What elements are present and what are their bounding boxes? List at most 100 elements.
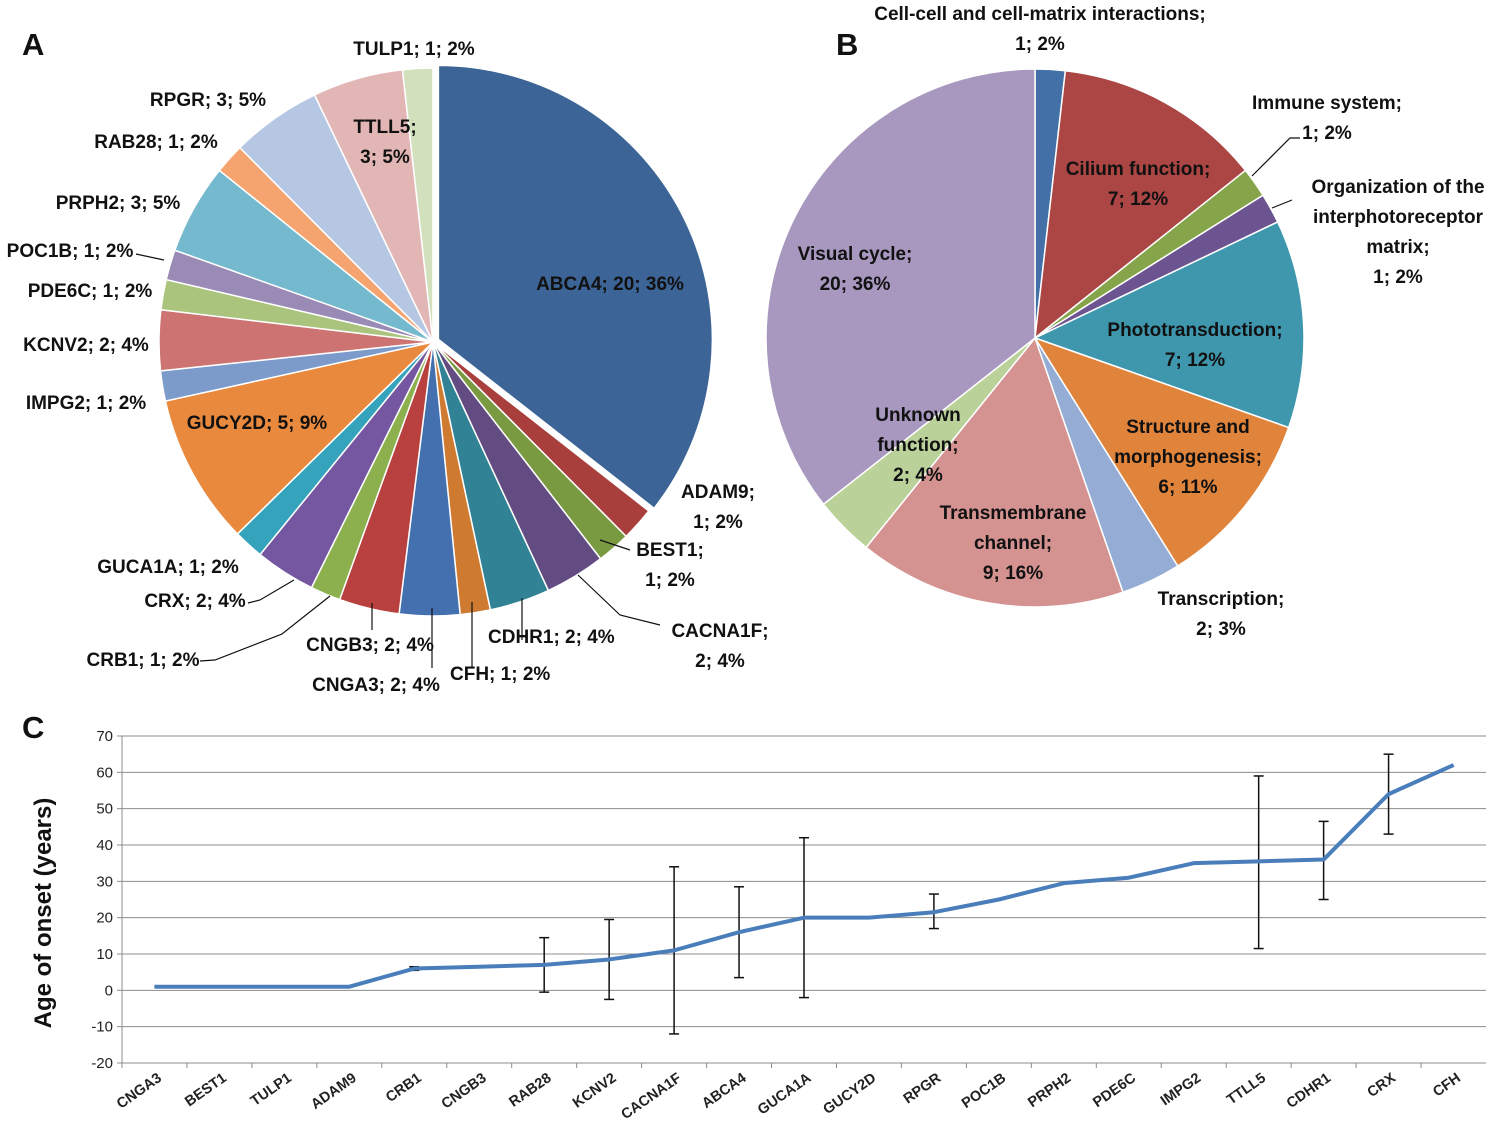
pie-a-leader-lines xyxy=(135,253,661,668)
x-axis-categories: CNGA3 BEST1 TULP1 ADAM9 CRB1 CNGB3 RAB28 KCNV2 C… xyxy=(114,1063,1464,1123)
pie-a-label-tulp1: TULP1; 1; 2% xyxy=(353,39,475,60)
error-bars xyxy=(409,753,1394,1035)
data-point-cacna1f xyxy=(673,949,675,951)
data-point-crb1 xyxy=(413,968,415,970)
pie-b-label-structure-and-morphogenesis: Structure and morphogenesis; 6; 11% xyxy=(1114,417,1262,498)
data-point-adam9 xyxy=(348,986,350,988)
data-point-best1 xyxy=(218,986,220,988)
x-tick-label-ttll5: TTLL5 xyxy=(1224,1070,1269,1108)
pie-a-label-ttll5: TTLL5; 3; 5% xyxy=(353,117,416,168)
pie-a-labels: ABCA4; 20; 36% ADAM9; 1; 2% BEST1; 1; 2% CACN… xyxy=(7,39,769,696)
x-tick-label-best1: BEST1 xyxy=(182,1070,229,1110)
y-tick-label: 0 xyxy=(105,982,113,999)
x-tick-label-rpgr: RPGR xyxy=(901,1070,945,1107)
x-tick-label-gucy2d: GUCY2D xyxy=(821,1070,880,1118)
x-tick-label-crb1: CRB1 xyxy=(383,1070,425,1106)
y-tick-label: -20 xyxy=(91,1055,113,1072)
y-axis-ticks: -20 -10 0 10 20 30 40 50 60 70 xyxy=(91,728,122,1072)
x-tick-label-cfh: CFH xyxy=(1430,1070,1464,1100)
pie-b-label-cilium-function: Cilium function; 7; 12% xyxy=(1066,159,1211,210)
pie-slice-tulp1 xyxy=(401,67,434,343)
y-tick-label: -10 xyxy=(91,1019,113,1036)
x-tick-label-cnga3: CNGA3 xyxy=(114,1070,165,1112)
x-tick-label-adam9: ADAM9 xyxy=(308,1070,359,1113)
data-point-cdhr1 xyxy=(1323,859,1325,861)
x-tick-label-prph2: PRPH2 xyxy=(1025,1070,1074,1111)
x-tick-label-tulp1: TULP1 xyxy=(248,1070,295,1109)
pie-a-label-adam9: ADAM9; 1; 2% xyxy=(681,482,755,533)
x-tick-label-rab28: RAB28 xyxy=(506,1070,554,1110)
pie-a-label-pde6c: PDE6C; 1; 2% xyxy=(28,281,153,302)
x-tick-label-cdhr1: CDHR1 xyxy=(1284,1070,1334,1112)
pie-a-label-guca1a: GUCA1A; 1; 2% xyxy=(97,557,239,578)
pie-a-label-abca4: ABCA4; 20; 36% xyxy=(536,274,684,295)
leader-line-organization-of-the-interphotoreceptor-matrix xyxy=(1271,199,1293,209)
leader-line-poc1b xyxy=(135,253,165,261)
x-tick-label-abca4: ABCA4 xyxy=(699,1070,749,1112)
pie-a-label-prph2: PRPH2; 3; 5% xyxy=(56,193,181,214)
pie-b-label-cell-cell-and-cell-matrix-interactions: Cell-cell and cell-matrix interactions; 1… xyxy=(874,4,1206,55)
data-point-rab28 xyxy=(543,964,545,966)
x-tick-label-crx: CRX xyxy=(1365,1070,1400,1101)
leader-line-cacna1f xyxy=(577,574,661,626)
data-point-tulp1 xyxy=(283,986,285,988)
pie-a-label-cnga3: CNGA3; 2; 4% xyxy=(312,675,440,696)
pie-a-label-best1: BEST1; 1; 2% xyxy=(636,540,704,591)
pie-a-label-crx: CRX; 2; 4% xyxy=(144,591,245,612)
x-tick-label-cngb3: CNGB3 xyxy=(439,1070,490,1112)
data-point-cngb3 xyxy=(478,966,480,968)
data-point-gucy2d xyxy=(868,917,870,919)
pie-chart-genes xyxy=(158,64,714,617)
pie-a-label-rab28: RAB28; 1; 2% xyxy=(94,132,218,153)
data-point-impg2 xyxy=(1193,862,1195,864)
panel-letter-c: C xyxy=(22,710,44,745)
data-point-prph2 xyxy=(1063,882,1065,884)
y-tick-label: 30 xyxy=(96,873,113,890)
data-point-cfh xyxy=(1453,764,1455,766)
pie-slice-visual-cycle xyxy=(765,68,1036,506)
pie-a-label-kcnv2: KCNV2; 2; 4% xyxy=(23,335,149,356)
pie-slice-gucy2d xyxy=(164,340,436,535)
pie-slice-phototransduction xyxy=(1033,220,1305,429)
data-point-crx xyxy=(1388,793,1390,795)
line-chart-age-of-onset: -20 -10 0 10 20 30 40 50 60 70 CNGA3 BEST1 TULP1 ADA… xyxy=(30,728,1486,1123)
pie-a-label-gucy2d: GUCY2D; 5; 9% xyxy=(187,413,328,434)
pie-b-label-unknown-function: Unknown function; 2; 4% xyxy=(875,405,961,486)
x-tick-label-pde6c: PDE6C xyxy=(1090,1070,1139,1111)
data-point-cnga3 xyxy=(153,986,155,988)
y-tick-label: 60 xyxy=(96,764,113,781)
x-tick-label-cacna1f: CACNA1F xyxy=(618,1070,684,1123)
x-tick-label-guca1a: GUCA1A xyxy=(755,1070,815,1119)
pie-chart-functions xyxy=(765,68,1305,608)
leader-line-immune-system xyxy=(1251,137,1300,177)
pie-b-leader-lines xyxy=(1251,137,1300,209)
data-point-ttll5 xyxy=(1258,860,1260,862)
pie-b-label-transcription: Transcription; 2; 3% xyxy=(1158,589,1285,640)
pie-b-labels: Cell-cell and cell-matrix interactions; 1… xyxy=(798,4,1485,640)
pie-b-label-immune-system: Immune system; 1; 2% xyxy=(1252,93,1402,144)
y-tick-label: 70 xyxy=(96,728,113,745)
data-point-poc1b xyxy=(998,899,1000,900)
pie-b-label-transmembrane-channel: Transmembrane channel; 9; 16% xyxy=(940,503,1087,584)
data-point-guca1a xyxy=(803,917,805,919)
pie-slice-transmembrane-channel xyxy=(865,336,1124,608)
y-tick-label: 40 xyxy=(96,837,113,854)
x-tick-label-kcnv2: KCNV2 xyxy=(570,1070,619,1111)
pie-a-label-cacna1f: CACNA1F; 2; 4% xyxy=(671,621,768,672)
y-tick-label: 50 xyxy=(96,801,113,818)
pie-a-label-cfh: CFH; 1; 2% xyxy=(450,664,550,685)
y-axis-label: Age of onset (years) xyxy=(30,798,57,1029)
leader-line-crx xyxy=(247,579,295,604)
pie-slice-abca4 xyxy=(437,64,714,510)
pie-a-label-cdhr1: CDHR1; 2; 4% xyxy=(488,627,615,648)
y-tick-label: 20 xyxy=(96,910,113,927)
x-tick-label-impg2: IMPG2 xyxy=(1158,1070,1204,1109)
pie-a-label-cngb3: CNGB3; 2; 4% xyxy=(306,635,434,656)
panel-letter-a: A xyxy=(22,27,44,62)
x-tick-label-poc1b: POC1B xyxy=(959,1070,1009,1112)
pie-a-label-impg2: IMPG2; 1; 2% xyxy=(26,393,146,414)
pie-a-label-poc1b: POC1B; 1; 2% xyxy=(7,241,134,262)
pie-slice-cilium-function xyxy=(1034,69,1247,340)
leader-line-best1 xyxy=(599,539,631,551)
